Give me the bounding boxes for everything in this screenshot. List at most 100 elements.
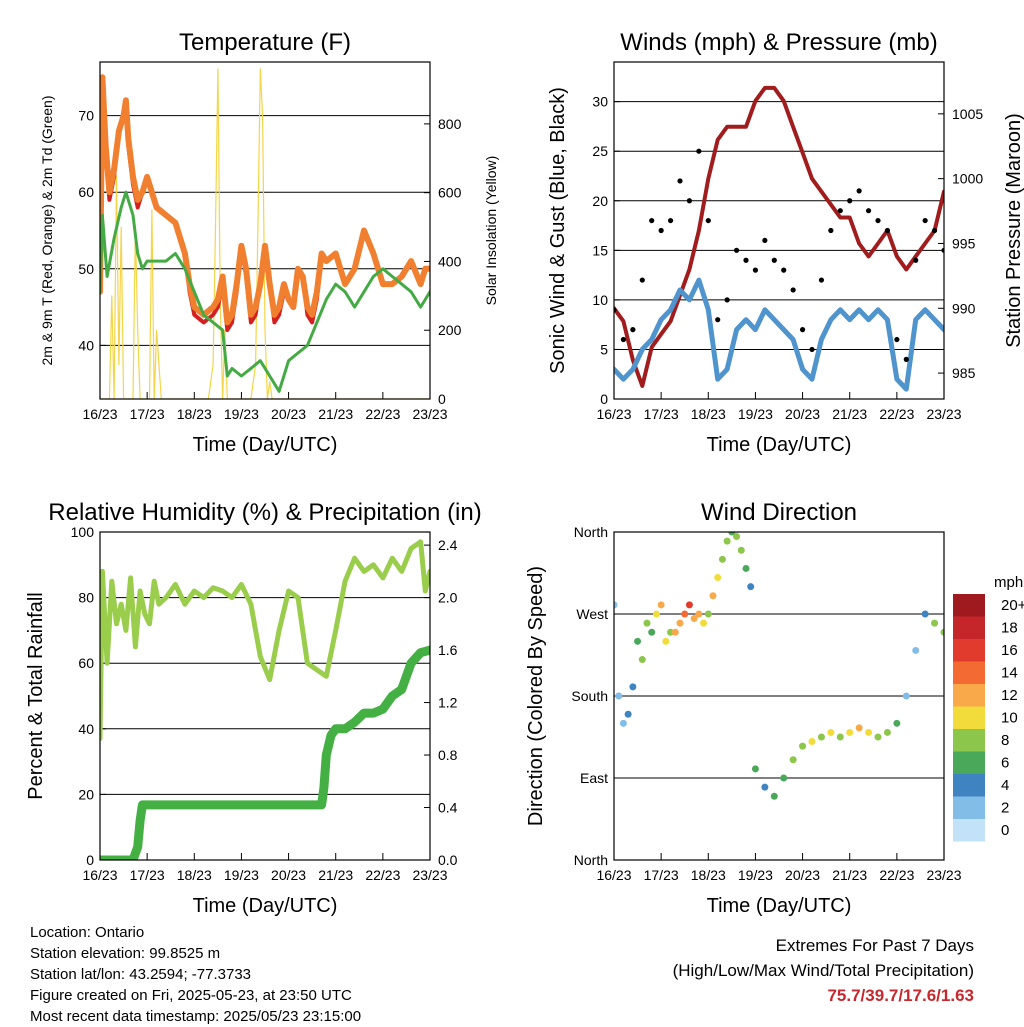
recent-timestamp: Most recent data timestamp: 2025/05/23 2… bbox=[30, 1008, 362, 1025]
direction-point bbox=[700, 619, 708, 627]
y2-tick-label: 0.4 bbox=[438, 800, 458, 816]
gust-point bbox=[614, 307, 617, 313]
chart-title: Wind Direction bbox=[701, 499, 857, 526]
y2-tick-label: 0.0 bbox=[438, 852, 458, 868]
legend-label: 4 bbox=[1001, 777, 1009, 794]
x-tick-label: 22/23 bbox=[365, 867, 400, 883]
gust-point bbox=[875, 217, 881, 224]
station-info: Location: Ontario Station elevation: 99.… bbox=[30, 922, 361, 1027]
y-tick-label: 0 bbox=[86, 852, 94, 868]
legend-label: 20+ bbox=[1001, 597, 1024, 614]
chart-panel-2: Winds (mph) & Pressure (mb) 0 5 10 15 20 25 30 9… bbox=[547, 29, 1024, 456]
legend-label: 12 bbox=[1001, 687, 1018, 704]
direction-point bbox=[921, 610, 929, 618]
y2-tick-label: 2.4 bbox=[438, 537, 458, 553]
x-tick-label: 23/23 bbox=[412, 867, 447, 883]
y2-axis-label: Station Pressure (Maroon) bbox=[1003, 113, 1024, 348]
x-tick-label: 21/23 bbox=[832, 406, 867, 422]
plot-area bbox=[614, 532, 944, 800]
direction-point bbox=[799, 742, 807, 750]
y2-tick-label: 995 bbox=[952, 235, 976, 251]
direction-point bbox=[714, 574, 722, 582]
speed-legend: mph 20+ 18 16 14 12 10 8 6 4 2 0 bbox=[953, 574, 1024, 842]
legend-label: 8 bbox=[1001, 732, 1009, 749]
series-solar bbox=[100, 68, 430, 399]
direction-point bbox=[883, 728, 891, 736]
y-tick-label: 30 bbox=[592, 94, 608, 110]
extremes-summary: Extremes For Past 7 Days (High/Low/Max W… bbox=[673, 933, 974, 1008]
gust-point bbox=[903, 356, 909, 362]
legend-swatch bbox=[953, 639, 985, 662]
y-tick-label: 50 bbox=[78, 261, 94, 277]
figure-created: Figure created on Fri, 2025-05-23, at 23… bbox=[30, 987, 352, 1004]
legend-label: 2 bbox=[1001, 800, 1009, 817]
x-tick-label: 16/23 bbox=[596, 406, 631, 422]
station-elevation: Station elevation: 99.8525 m bbox=[30, 945, 221, 962]
direction-point bbox=[671, 628, 679, 636]
x-tick-label: 21/23 bbox=[318, 406, 353, 422]
chart-title: Relative Humidity (%) & Precipitation (i… bbox=[48, 499, 481, 526]
gust-point bbox=[809, 346, 815, 353]
y-tick-label: 80 bbox=[78, 590, 94, 606]
gust-point bbox=[630, 327, 636, 333]
plot-area bbox=[614, 85, 944, 392]
gust-point bbox=[884, 227, 891, 234]
y-tick-label: 70 bbox=[78, 108, 94, 124]
legend-title: mph bbox=[994, 574, 1023, 591]
direction-point bbox=[770, 792, 778, 800]
direction-point bbox=[846, 728, 854, 736]
y-tick-label: 15 bbox=[592, 242, 608, 258]
y2-axis-label: Solar Insolation (Yellow) bbox=[483, 156, 499, 306]
x-tick-label: 16/23 bbox=[82, 867, 117, 883]
direction-point bbox=[676, 619, 684, 627]
direction-point bbox=[681, 610, 689, 618]
direction-point bbox=[865, 728, 873, 736]
station-location: Location: Ontario bbox=[30, 924, 145, 941]
direction-point bbox=[733, 533, 741, 541]
x-tick-label: 20/23 bbox=[271, 406, 306, 422]
gust-point bbox=[696, 148, 702, 154]
x-axis-label: Time (Day/UTC) bbox=[193, 895, 338, 917]
y2-tick-label: 600 bbox=[438, 185, 462, 201]
y2-tick-label: 990 bbox=[952, 300, 976, 316]
direction-point bbox=[643, 619, 651, 627]
gust-point bbox=[790, 287, 796, 293]
gust-point bbox=[818, 277, 825, 283]
direction-point bbox=[634, 637, 642, 645]
gust-point bbox=[913, 257, 919, 263]
gust-point bbox=[743, 257, 749, 263]
x-tick-label: 22/23 bbox=[879, 406, 914, 422]
y-tick-label: 40 bbox=[78, 337, 94, 353]
direction-point bbox=[695, 610, 703, 618]
direction-point bbox=[742, 564, 750, 572]
chart-title: Winds (mph) & Pressure (mb) bbox=[620, 29, 937, 56]
direction-point bbox=[648, 628, 656, 636]
direction-point bbox=[624, 710, 632, 718]
x-tick-label: 23/23 bbox=[412, 406, 447, 422]
x-tick-label: 17/23 bbox=[644, 867, 679, 883]
legend-swatch bbox=[953, 796, 985, 819]
y2-tick-label: 800 bbox=[438, 116, 462, 132]
gust-point bbox=[837, 208, 843, 214]
extremes-values: 75.7/39.7/17.6/1.63 bbox=[827, 986, 974, 1005]
y-tick-label: 0 bbox=[600, 391, 608, 407]
y2-tick-label: 1.6 bbox=[438, 642, 458, 658]
direction-point bbox=[761, 783, 769, 791]
plot-frame bbox=[613, 61, 945, 400]
plot-frame bbox=[99, 531, 431, 861]
gust-point bbox=[781, 267, 787, 273]
x-tick-label: 23/23 bbox=[926, 867, 961, 883]
direction-point bbox=[709, 592, 717, 600]
x-tick-label: 22/23 bbox=[879, 867, 914, 883]
y-tick-label: 5 bbox=[600, 341, 608, 357]
x-tick-label: 17/23 bbox=[644, 406, 679, 422]
direction-point bbox=[737, 546, 745, 554]
y-tick-label: 60 bbox=[78, 184, 94, 200]
y-axis-label: Percent & Total Rainfall bbox=[25, 592, 47, 800]
direction-point bbox=[619, 719, 627, 727]
direction-point bbox=[685, 601, 693, 609]
y-tick-label: 20 bbox=[78, 786, 94, 802]
x-tick-label: 19/23 bbox=[224, 406, 259, 422]
plot-frame bbox=[613, 531, 945, 861]
